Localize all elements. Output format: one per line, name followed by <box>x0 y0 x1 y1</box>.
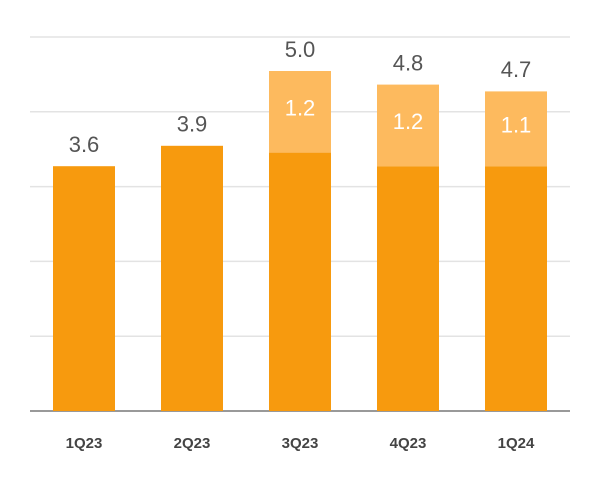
bar-segment <box>269 152 331 411</box>
total-label: 4.8 <box>393 50 424 75</box>
total-label: 3.6 <box>69 132 100 157</box>
total-label: 4.7 <box>501 57 532 82</box>
bar-segment <box>485 166 547 411</box>
total-label: 3.9 <box>177 112 208 137</box>
x-tick-label: 4Q23 <box>390 435 427 452</box>
bar-segment <box>377 166 439 411</box>
total-label: 5.0 <box>285 37 316 62</box>
x-tick-label: 2Q23 <box>174 435 211 452</box>
bar-segment <box>485 91 547 167</box>
x-tick-label: 1Q23 <box>66 435 103 452</box>
bar-segment <box>377 84 439 167</box>
x-tick-label: 3Q23 <box>282 435 319 452</box>
bar-segment <box>161 145 223 412</box>
segment-label: 1.2 <box>393 109 424 134</box>
x-tick-label: 1Q24 <box>498 435 535 452</box>
segment-label: 1.1 <box>501 113 532 138</box>
bar-segment <box>269 71 331 153</box>
segment-label: 1.2 <box>285 96 316 121</box>
bar-segment <box>53 166 115 411</box>
